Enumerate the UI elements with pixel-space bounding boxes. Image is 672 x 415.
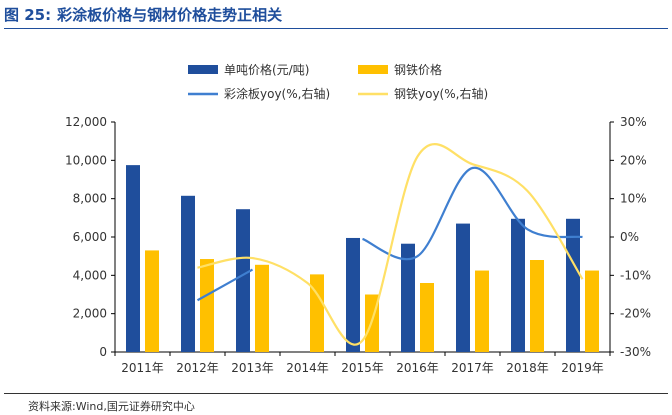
left-axis-tick-label: 8,000 bbox=[73, 192, 107, 206]
figure-title: 图 25: 彩涂板价格与钢材价格走势正相关 bbox=[4, 2, 668, 29]
bar-steel-price bbox=[585, 270, 599, 352]
source-note: 资料来源:Wind,国元证券研究中心 bbox=[28, 400, 195, 413]
bar-unit-price bbox=[401, 243, 415, 352]
bar-steel-price bbox=[255, 264, 269, 352]
legend-unit-price-swatch bbox=[188, 65, 218, 74]
bar-unit-price bbox=[346, 237, 360, 352]
bar-steel-price bbox=[200, 259, 214, 352]
left-axis-tick-label: 10,000 bbox=[65, 153, 107, 167]
left-axis-tick-label: 4,000 bbox=[73, 268, 107, 282]
bar-steel-price bbox=[475, 270, 489, 352]
bar-unit-price bbox=[126, 165, 140, 352]
source-divider bbox=[4, 393, 668, 394]
x-axis-tick-label: 2017年 bbox=[451, 361, 494, 375]
bar-steel-price bbox=[420, 283, 434, 352]
right-axis-tick-label: -10% bbox=[620, 268, 651, 282]
left-axis-tick-label: 0 bbox=[99, 345, 107, 359]
left-axis-tick-label: 6,000 bbox=[73, 230, 107, 244]
bar-unit-price bbox=[236, 209, 250, 352]
right-axis-tick-label: 30% bbox=[620, 115, 647, 129]
bar-steel-price bbox=[310, 274, 324, 352]
x-axis-tick-label: 2011年 bbox=[121, 361, 164, 375]
figure-title-text: 彩涂板价格与钢材价格走势正相关 bbox=[57, 6, 283, 24]
bar-unit-price bbox=[566, 218, 580, 352]
bar-unit-price bbox=[456, 223, 470, 352]
line-coated-yoy bbox=[362, 166, 583, 261]
x-axis-tick-label: 2012年 bbox=[176, 361, 219, 375]
line-steel-yoy bbox=[197, 143, 584, 346]
right-axis-tick-label: 10% bbox=[620, 192, 647, 206]
legend-steel-yoy-label: 钢铁yoy(%,右轴) bbox=[394, 86, 488, 101]
legend-coated-yoy-label: 彩涂板yoy(%,右轴) bbox=[224, 86, 330, 101]
x-axis-tick-label: 2013年 bbox=[231, 361, 274, 375]
left-axis-tick-label: 12,000 bbox=[65, 115, 107, 129]
x-axis-tick-label: 2014年 bbox=[286, 361, 329, 375]
line-coated-yoy bbox=[196, 268, 254, 302]
figure-label: 图 25: bbox=[4, 6, 52, 24]
bar-steel-price bbox=[530, 260, 544, 352]
right-axis-tick-label: 0% bbox=[620, 230, 639, 244]
right-axis-tick-label: -30% bbox=[620, 345, 651, 359]
legend-steel-price-label: 钢铁价格 bbox=[394, 62, 442, 77]
bar-steel-price bbox=[145, 250, 159, 352]
chart: 0 2,000 4,000 6,000 8,000 10,000 12,000 -30% -20… bbox=[65, 62, 651, 375]
left-axis-tick-label: 2,000 bbox=[73, 307, 107, 321]
x-axis-tick-label: 2018年 bbox=[506, 361, 549, 375]
x-axis-tick-label: 2016年 bbox=[396, 361, 439, 375]
bar-unit-price bbox=[511, 218, 525, 352]
legend-steel-price-swatch bbox=[358, 65, 388, 74]
right-axis-tick-label: -20% bbox=[620, 307, 651, 321]
right-axis-tick-label: 20% bbox=[620, 153, 647, 167]
x-axis-tick-label: 2015年 bbox=[341, 361, 384, 375]
bar-unit-price bbox=[181, 195, 195, 352]
legend-unit-price-label: 单吨价格(元/吨) bbox=[224, 62, 309, 77]
x-axis-tick-label: 2019年 bbox=[561, 361, 604, 375]
